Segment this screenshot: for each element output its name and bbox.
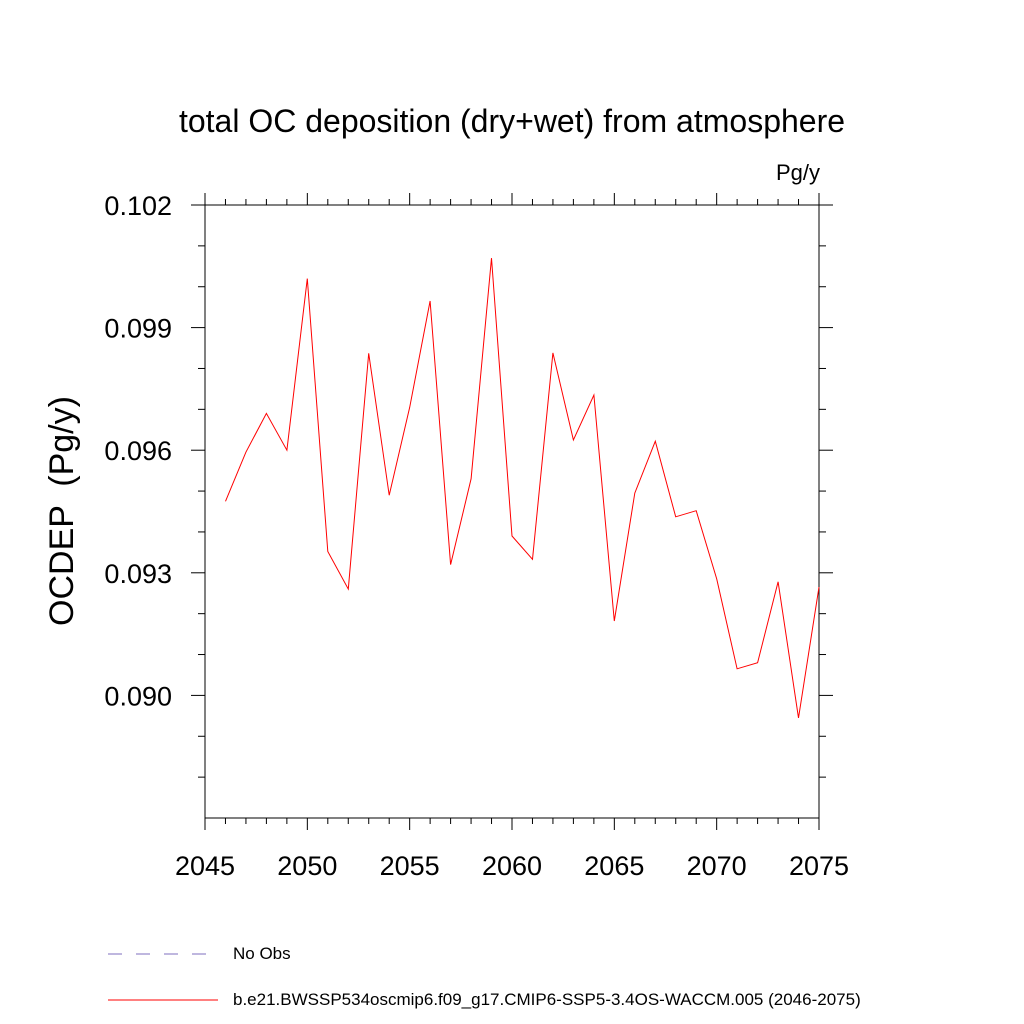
x-tick-label: 2070	[687, 851, 747, 881]
units-label: Pg/y	[776, 160, 820, 185]
y-tick-label: 0.102	[104, 191, 172, 221]
x-tick-label: 2050	[277, 851, 337, 881]
y-axis-label: OCDEP (Pg/y)	[43, 396, 81, 626]
legend-label-model: b.e21.BWSSP534oscmip6.f09_g17.CMIP6-SSP5…	[233, 990, 861, 1009]
y-tick-label: 0.099	[104, 314, 172, 344]
series-line	[225, 258, 820, 718]
plot-frame	[204, 204, 820, 819]
x-tick-label: 2045	[175, 851, 235, 881]
legend: No Obs b.e21.BWSSP534oscmip6.f09_g17.CMI…	[108, 944, 861, 1009]
series-layer	[225, 258, 820, 718]
chart-title: total OC deposition (dry+wet) from atmos…	[179, 103, 845, 139]
x-tick-label: 2060	[482, 851, 542, 881]
y-tick-label: 0.093	[104, 559, 172, 589]
x-tick-label: 2075	[789, 851, 849, 881]
x-tick-label: 2055	[380, 851, 440, 881]
y-tick-labels: 0.090 0.093 0.096 0.099 0.102	[104, 191, 172, 711]
major-ticks	[191, 193, 833, 830]
minor-ticks	[198, 199, 826, 824]
x-tick-label: 2065	[584, 851, 644, 881]
legend-label-no-obs: No Obs	[233, 944, 291, 963]
y-tick-label: 0.090	[104, 681, 172, 711]
y-tick-label: 0.096	[104, 436, 172, 466]
x-tick-labels: 2045 2050 2055 2060 2065 2070 2075	[175, 851, 849, 881]
